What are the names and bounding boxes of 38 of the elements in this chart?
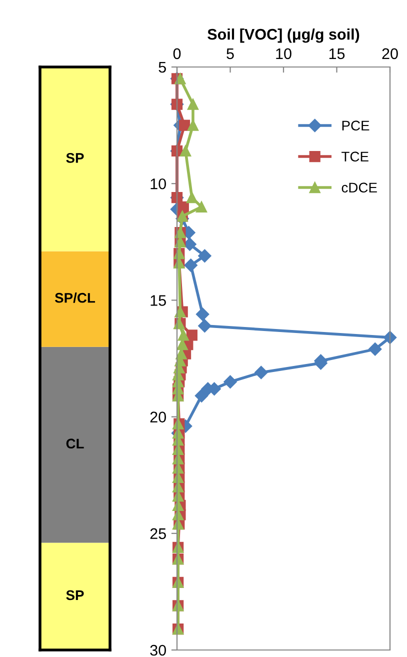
point: [194, 389, 208, 402]
series-label: SP: [66, 153, 84, 163]
point: [186, 192, 198, 204]
point: [187, 120, 199, 131]
point: [196, 308, 210, 321]
series-label: CL: [66, 438, 84, 449]
point: [184, 258, 198, 272]
x-axis-title: Soil [VOC] (μg/g soil): [208, 28, 360, 43]
legend-label: PCE: [342, 120, 370, 131]
x-tick-label: 5: [226, 48, 234, 60]
y-tick-label: 10: [150, 178, 166, 190]
point: [254, 366, 268, 380]
y-tick-label: 20: [150, 412, 166, 422]
y-tick-label: 25: [150, 528, 166, 540]
x-tick-label: 15: [329, 48, 345, 60]
point: [178, 120, 190, 131]
x-tick-label: 20: [382, 48, 398, 60]
point: [368, 342, 382, 356]
point: [174, 73, 186, 84]
y-tick-label: 5: [158, 62, 166, 73]
bar: [40, 346, 110, 543]
y-tick-label: 15: [150, 295, 166, 306]
x-tick-label: 10: [276, 48, 292, 60]
point: [196, 201, 208, 212]
point: [198, 319, 212, 332]
point: [178, 330, 189, 341]
bar: [40, 251, 110, 347]
point: [180, 145, 192, 157]
series-label: SP/CL: [54, 292, 96, 303]
bar: [40, 67, 110, 252]
legend-label: cDCE: [342, 182, 377, 193]
series-label: SP: [66, 590, 84, 600]
point: [224, 375, 237, 388]
y-tick-label: 30: [150, 644, 166, 656]
x-tick-label: 0: [173, 48, 181, 60]
point: [187, 98, 199, 110]
point: [198, 249, 212, 262]
legend-label: TCE: [342, 152, 368, 162]
